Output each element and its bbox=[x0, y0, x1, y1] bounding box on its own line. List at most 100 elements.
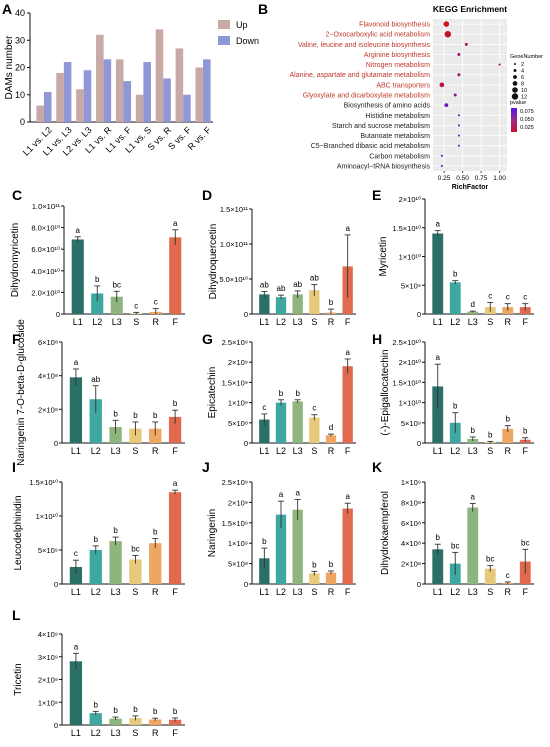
bubble-point bbox=[443, 21, 450, 27]
significance-letter: bc bbox=[451, 541, 459, 550]
bar-up bbox=[36, 105, 44, 122]
x-tick-label: F bbox=[523, 587, 529, 597]
significance-letter: b bbox=[113, 526, 118, 535]
y-tick-label: 5×10⁹ bbox=[38, 546, 58, 555]
significance-letter: b bbox=[329, 560, 334, 569]
y-tick-label: 5.0×10¹⁰ bbox=[219, 275, 248, 284]
bubble-point bbox=[464, 42, 468, 46]
x-tick-label: L2 bbox=[276, 446, 286, 456]
x-tick-label: 0.75 bbox=[475, 175, 488, 182]
y-axis-title: Myricetin bbox=[378, 236, 389, 276]
significance-letter: a bbox=[279, 490, 284, 499]
y-tick-label: 2.5×10¹⁰ bbox=[392, 338, 421, 347]
bar-l2 bbox=[89, 550, 102, 584]
bar-r bbox=[149, 543, 162, 584]
y-tick-label: 4×10⁸ bbox=[401, 539, 421, 548]
x-tick-label: L2 bbox=[92, 317, 102, 327]
y-tick-label: 1×10¹⁰ bbox=[36, 512, 58, 521]
significance-letter: a bbox=[436, 220, 441, 229]
x-tick-label: L1 bbox=[433, 317, 443, 327]
pathway-label: Butanoate metabolism bbox=[360, 133, 430, 140]
x-tick-label: 0.25 bbox=[438, 175, 451, 182]
legend-label: Down bbox=[236, 36, 259, 46]
bar-l3 bbox=[467, 507, 479, 584]
x-axis-title: RichFactor bbox=[452, 184, 489, 191]
bar-l3 bbox=[110, 296, 123, 314]
significance-letter: b bbox=[312, 560, 317, 569]
significance-letter: a bbox=[76, 226, 81, 235]
x-tick-label: L1 bbox=[71, 446, 81, 456]
significance-letter: a bbox=[345, 348, 350, 357]
significance-letter: b bbox=[95, 275, 100, 284]
legend-color-label: 0.075 bbox=[520, 109, 534, 115]
legend-title-pvalue: pvalue bbox=[510, 100, 526, 106]
bar-down bbox=[203, 59, 211, 122]
x-tick-label: R bbox=[328, 446, 335, 456]
y-tick-label: 1.0×10¹¹ bbox=[220, 240, 249, 249]
chart-title: KEGG Enrichment bbox=[433, 4, 507, 14]
y-tick-label: 1×10⁹ bbox=[228, 399, 248, 408]
legend-size-label: 10 bbox=[521, 88, 527, 94]
panel-label-g: G bbox=[202, 331, 213, 347]
legend-size-dot bbox=[513, 62, 517, 66]
bar-up bbox=[96, 34, 104, 122]
y-axis-title: Dihydroquercetin bbox=[208, 224, 219, 300]
significance-letter: b bbox=[262, 537, 267, 546]
y-tick-label: 0 bbox=[417, 439, 421, 448]
significance-letter: b bbox=[153, 411, 158, 420]
bar-l1 bbox=[69, 567, 83, 584]
bar-l3 bbox=[109, 541, 122, 584]
x-tick-label: L3 bbox=[112, 317, 122, 327]
bar-l3 bbox=[292, 509, 303, 584]
y-tick-label: 1.5×10⁹ bbox=[222, 519, 248, 528]
bar-s bbox=[484, 568, 496, 584]
x-tick-label: S bbox=[311, 587, 317, 597]
significance-letter: a bbox=[74, 642, 79, 651]
x-tick-label: S bbox=[487, 317, 493, 327]
bar-f bbox=[168, 719, 182, 725]
y-axis-title: Dihydromyricetin bbox=[10, 223, 21, 297]
significance-letter: c bbox=[74, 549, 78, 558]
bubble-point bbox=[457, 52, 461, 56]
bar-r bbox=[502, 428, 514, 443]
x-tick-label: F bbox=[523, 317, 529, 327]
bar-f bbox=[342, 508, 353, 584]
significance-letter: b bbox=[94, 535, 99, 544]
x-tick-label: R bbox=[505, 446, 512, 456]
significance-letter: a bbox=[74, 358, 79, 367]
bar-up bbox=[135, 94, 144, 122]
x-tick-label: S bbox=[487, 446, 493, 456]
significance-letter: ab bbox=[91, 375, 100, 384]
y-tick-label: 10 bbox=[15, 90, 25, 100]
bar-l3 bbox=[109, 427, 122, 443]
y-axis-title: Tricetin bbox=[13, 663, 24, 695]
pathway-label: Nitrogen metabolism bbox=[366, 62, 430, 69]
significance-letter: c bbox=[506, 571, 510, 580]
panel-c: 0 2.0×10¹⁰ 4.0×10¹⁰ 6.0×10¹⁰ 8.0×10¹⁰ 1.0×10¹… bbox=[10, 202, 185, 327]
x-tick-label: F bbox=[345, 587, 351, 597]
x-tick-label: L1 bbox=[71, 587, 81, 597]
bubble-point bbox=[498, 63, 501, 66]
bar-up bbox=[56, 72, 64, 122]
bar-l1 bbox=[69, 661, 83, 725]
y-tick-label: 2×10⁹ bbox=[228, 358, 248, 367]
significance-letter: b bbox=[173, 707, 178, 716]
x-tick-label: S bbox=[487, 587, 493, 597]
bar-l1 bbox=[259, 558, 270, 584]
significance-letter: bc bbox=[521, 538, 529, 547]
x-tick-label: L2 bbox=[450, 317, 460, 327]
y-tick-label: 4×10⁸ bbox=[38, 372, 58, 381]
bar-up bbox=[175, 48, 184, 122]
x-tick-label: L3 bbox=[293, 587, 303, 597]
significance-letter: b bbox=[523, 427, 528, 436]
y-tick-label: 8×10⁸ bbox=[401, 498, 421, 507]
x-tick-label: L1 bbox=[259, 317, 269, 327]
x-tick-label: R bbox=[152, 587, 159, 597]
bar-l1 bbox=[432, 233, 444, 314]
x-tick-label: F bbox=[523, 446, 529, 456]
y-tick-label: 3×10⁹ bbox=[38, 653, 58, 662]
y-tick-label: 1.5×10⁹ bbox=[222, 378, 248, 387]
bar-down bbox=[63, 62, 72, 122]
pvalue-colorbar bbox=[511, 108, 517, 132]
